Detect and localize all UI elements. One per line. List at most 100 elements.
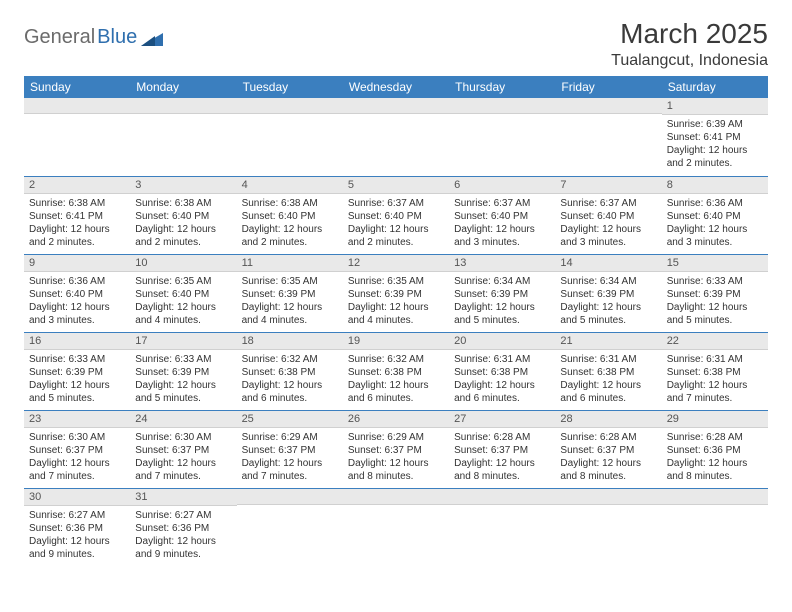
day-detail-line: Sunrise: 6:28 AM	[667, 431, 763, 444]
day-details: Sunrise: 6:33 AMSunset: 6:39 PMDaylight:…	[24, 350, 130, 409]
calendar-week-row: 16Sunrise: 6:33 AMSunset: 6:39 PMDayligh…	[24, 332, 768, 410]
day-detail-line: Sunrise: 6:31 AM	[454, 353, 550, 366]
day-number: 16	[24, 333, 130, 350]
day-number: 28	[555, 411, 661, 428]
day-detail-line: Sunset: 6:38 PM	[560, 366, 656, 379]
day-detail-line: Sunset: 6:38 PM	[667, 366, 763, 379]
calendar-day-cell	[130, 98, 236, 176]
day-details: Sunrise: 6:35 AMSunset: 6:40 PMDaylight:…	[130, 272, 236, 331]
day-number: 3	[130, 177, 236, 194]
weekday-header: Wednesday	[343, 76, 449, 98]
day-detail-line: Sunrise: 6:35 AM	[135, 275, 231, 288]
day-details: Sunrise: 6:29 AMSunset: 6:37 PMDaylight:…	[343, 428, 449, 487]
day-detail-line: Sunrise: 6:36 AM	[29, 275, 125, 288]
day-details: Sunrise: 6:31 AMSunset: 6:38 PMDaylight:…	[449, 350, 555, 409]
calendar-day-cell: 5Sunrise: 6:37 AMSunset: 6:40 PMDaylight…	[343, 176, 449, 254]
calendar-day-cell: 25Sunrise: 6:29 AMSunset: 6:37 PMDayligh…	[237, 410, 343, 488]
day-detail-line: Sunrise: 6:29 AM	[348, 431, 444, 444]
day-details: Sunrise: 6:29 AMSunset: 6:37 PMDaylight:…	[237, 428, 343, 487]
day-details: Sunrise: 6:37 AMSunset: 6:40 PMDaylight:…	[555, 194, 661, 253]
day-details: Sunrise: 6:34 AMSunset: 6:39 PMDaylight:…	[555, 272, 661, 331]
day-detail-line: Sunset: 6:39 PM	[348, 288, 444, 301]
day-details: Sunrise: 6:33 AMSunset: 6:39 PMDaylight:…	[662, 272, 768, 331]
day-detail-line: Daylight: 12 hours and 3 minutes.	[454, 223, 550, 249]
calendar-day-cell: 17Sunrise: 6:33 AMSunset: 6:39 PMDayligh…	[130, 332, 236, 410]
calendar-day-cell: 14Sunrise: 6:34 AMSunset: 6:39 PMDayligh…	[555, 254, 661, 332]
day-detail-line: Sunrise: 6:34 AM	[560, 275, 656, 288]
day-details: Sunrise: 6:35 AMSunset: 6:39 PMDaylight:…	[237, 272, 343, 331]
brand-logo: GeneralBlue	[24, 18, 163, 49]
day-number	[555, 98, 661, 114]
calendar-day-cell: 19Sunrise: 6:32 AMSunset: 6:38 PMDayligh…	[343, 332, 449, 410]
day-detail-line: Daylight: 12 hours and 7 minutes.	[29, 457, 125, 483]
day-detail-line: Sunset: 6:40 PM	[454, 210, 550, 223]
day-details: Sunrise: 6:27 AMSunset: 6:36 PMDaylight:…	[130, 506, 236, 565]
day-number: 15	[662, 255, 768, 272]
weekday-header: Tuesday	[237, 76, 343, 98]
day-detail-line: Sunset: 6:39 PM	[560, 288, 656, 301]
calendar-day-cell	[24, 98, 130, 176]
day-detail-line: Sunrise: 6:33 AM	[135, 353, 231, 366]
day-detail-line: Daylight: 12 hours and 6 minutes.	[454, 379, 550, 405]
day-detail-line: Daylight: 12 hours and 2 minutes.	[135, 223, 231, 249]
calendar-week-row: 30Sunrise: 6:27 AMSunset: 6:36 PMDayligh…	[24, 488, 768, 566]
day-detail-line: Sunset: 6:40 PM	[242, 210, 338, 223]
day-details: Sunrise: 6:28 AMSunset: 6:36 PMDaylight:…	[662, 428, 768, 487]
location-label: Tualangcut, Indonesia	[611, 52, 768, 70]
day-detail-line: Sunset: 6:36 PM	[135, 522, 231, 535]
day-detail-line: Daylight: 12 hours and 7 minutes.	[135, 457, 231, 483]
day-details: Sunrise: 6:38 AMSunset: 6:40 PMDaylight:…	[237, 194, 343, 253]
day-detail-line: Sunset: 6:37 PM	[29, 444, 125, 457]
day-detail-line: Sunrise: 6:33 AM	[667, 275, 763, 288]
day-detail-line: Sunset: 6:37 PM	[560, 444, 656, 457]
day-detail-line: Daylight: 12 hours and 5 minutes.	[560, 301, 656, 327]
day-detail-line: Sunrise: 6:35 AM	[348, 275, 444, 288]
day-detail-line: Sunrise: 6:38 AM	[135, 197, 231, 210]
calendar-day-cell	[449, 488, 555, 566]
calendar-week-row: 9Sunrise: 6:36 AMSunset: 6:40 PMDaylight…	[24, 254, 768, 332]
calendar-day-cell: 18Sunrise: 6:32 AMSunset: 6:38 PMDayligh…	[237, 332, 343, 410]
day-detail-line: Sunrise: 6:36 AM	[667, 197, 763, 210]
calendar-table: Sunday Monday Tuesday Wednesday Thursday…	[24, 76, 768, 566]
day-number	[130, 98, 236, 114]
calendar-day-cell: 4Sunrise: 6:38 AMSunset: 6:40 PMDaylight…	[237, 176, 343, 254]
day-detail-line: Daylight: 12 hours and 6 minutes.	[348, 379, 444, 405]
day-detail-line: Daylight: 12 hours and 4 minutes.	[135, 301, 231, 327]
day-detail-line: Sunrise: 6:28 AM	[454, 431, 550, 444]
calendar-day-cell: 30Sunrise: 6:27 AMSunset: 6:36 PMDayligh…	[24, 488, 130, 566]
day-number: 23	[24, 411, 130, 428]
day-detail-line: Sunset: 6:37 PM	[242, 444, 338, 457]
logo-flag-icon	[141, 30, 163, 46]
day-details: Sunrise: 6:38 AMSunset: 6:41 PMDaylight:…	[24, 194, 130, 253]
day-detail-line: Daylight: 12 hours and 6 minutes.	[560, 379, 656, 405]
day-detail-line: Daylight: 12 hours and 5 minutes.	[135, 379, 231, 405]
day-details: Sunrise: 6:31 AMSunset: 6:38 PMDaylight:…	[555, 350, 661, 409]
day-number: 10	[130, 255, 236, 272]
day-detail-line: Sunrise: 6:38 AM	[242, 197, 338, 210]
day-detail-line: Sunset: 6:36 PM	[667, 444, 763, 457]
day-detail-line: Sunrise: 6:32 AM	[348, 353, 444, 366]
day-number: 31	[130, 489, 236, 506]
day-details: Sunrise: 6:32 AMSunset: 6:38 PMDaylight:…	[237, 350, 343, 409]
day-number	[343, 489, 449, 505]
day-details: Sunrise: 6:30 AMSunset: 6:37 PMDaylight:…	[24, 428, 130, 487]
day-detail-line: Daylight: 12 hours and 5 minutes.	[454, 301, 550, 327]
day-detail-line: Daylight: 12 hours and 4 minutes.	[242, 301, 338, 327]
calendar-day-cell: 23Sunrise: 6:30 AMSunset: 6:37 PMDayligh…	[24, 410, 130, 488]
day-detail-line: Daylight: 12 hours and 2 minutes.	[29, 223, 125, 249]
day-detail-line: Sunset: 6:39 PM	[135, 366, 231, 379]
day-detail-line: Sunset: 6:38 PM	[348, 366, 444, 379]
calendar-day-cell: 28Sunrise: 6:28 AMSunset: 6:37 PMDayligh…	[555, 410, 661, 488]
day-detail-line: Sunrise: 6:29 AM	[242, 431, 338, 444]
day-number: 18	[237, 333, 343, 350]
calendar-day-cell: 21Sunrise: 6:31 AMSunset: 6:38 PMDayligh…	[555, 332, 661, 410]
day-detail-line: Sunrise: 6:34 AM	[454, 275, 550, 288]
calendar-day-cell: 9Sunrise: 6:36 AMSunset: 6:40 PMDaylight…	[24, 254, 130, 332]
calendar-day-cell	[237, 488, 343, 566]
calendar-day-cell	[555, 488, 661, 566]
calendar-day-cell: 11Sunrise: 6:35 AMSunset: 6:39 PMDayligh…	[237, 254, 343, 332]
day-number: 11	[237, 255, 343, 272]
day-details: Sunrise: 6:31 AMSunset: 6:38 PMDaylight:…	[662, 350, 768, 409]
day-detail-line: Daylight: 12 hours and 8 minutes.	[454, 457, 550, 483]
day-detail-line: Sunrise: 6:28 AM	[560, 431, 656, 444]
